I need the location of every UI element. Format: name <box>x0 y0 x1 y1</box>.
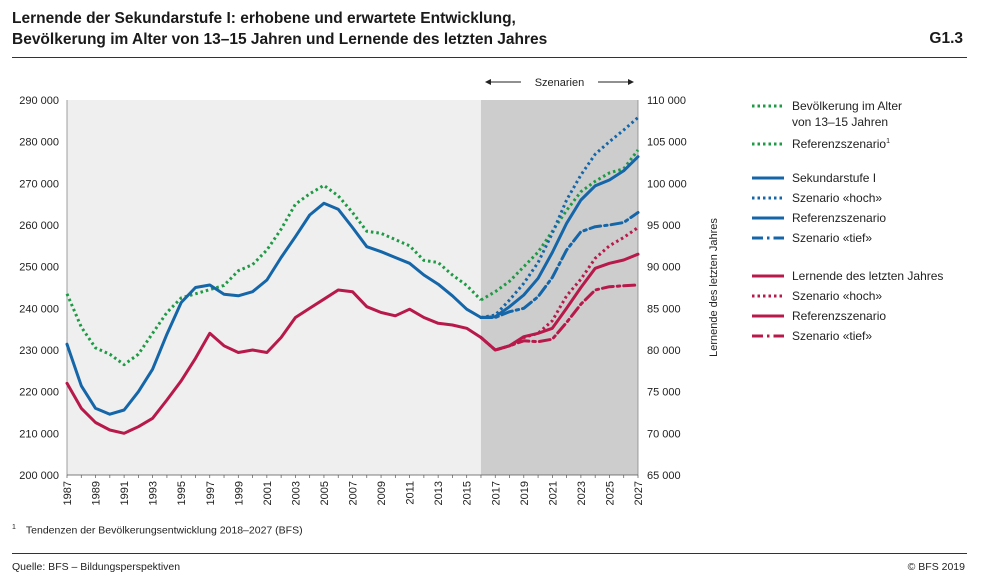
legend-label-lle: Szenario «tief» <box>792 329 872 343</box>
figure-code: G1.3 <box>929 30 963 47</box>
y-right-tick-label: 65 000 <box>647 470 681 482</box>
series-line-lle-9 <box>479 283 640 352</box>
y-right-tick-label: 80 000 <box>647 345 681 357</box>
top-divider <box>12 57 967 58</box>
chart-title-line-2: Bevölkerung im Alter von 13–15 Jahren un… <box>12 31 548 48</box>
legend-label-lle: Referenzszenario <box>792 309 886 323</box>
legend-label-pop: Bevölkerung im Alter von 13–15 Jahren <box>792 99 902 129</box>
y-left-tick-label: 230 000 <box>19 345 59 357</box>
y-right-tick-label: 90 000 <box>647 262 681 274</box>
x-tick-label: 1997 <box>205 481 217 505</box>
y-left-tick-label: 200 000 <box>19 470 59 482</box>
y-right-tick-label: 75 000 <box>647 387 681 399</box>
x-tick-label: 2007 <box>348 481 360 505</box>
x-tick-label: 2017 <box>490 481 502 505</box>
x-tick-label: 2015 <box>462 481 474 505</box>
y-right-tick-label: 105 000 <box>647 137 687 149</box>
x-tick-label: 2021 <box>547 481 559 505</box>
y-left-tick-label: 270 000 <box>19 178 59 190</box>
scenario-arrow-right-head <box>628 79 634 85</box>
x-tick-label: 2003 <box>290 481 302 505</box>
legend-label-sek: Referenzszenario <box>792 211 886 225</box>
series-line-sek-4 <box>479 155 640 319</box>
footnote: 1 Tendenzen der Bevölkerungsentwicklung 2… <box>12 524 303 537</box>
y-right-tick-label: 110 000 <box>647 95 686 107</box>
series-line-sek-2 <box>65 201 483 416</box>
series-line-pop-0 <box>65 183 483 367</box>
x-tick-label: 1991 <box>119 481 131 505</box>
y-left-tick-label: 210 000 <box>19 428 59 440</box>
y-right-tick-label: 100 000 <box>647 178 687 190</box>
x-tick-label: 2013 <box>433 481 445 505</box>
scenario-background <box>480 100 638 475</box>
x-tick-label: 2011 <box>405 481 417 505</box>
x-tick-label: 2027 <box>633 481 645 505</box>
legend-label-sek: Szenario «hoch» <box>792 191 882 205</box>
x-tick-label: 1993 <box>148 481 160 505</box>
x-tick-label: 2005 <box>319 481 331 505</box>
y-left-tick-label: 220 000 <box>19 387 59 399</box>
series-line-sek-3 <box>480 116 639 319</box>
copyright-note: © BFS 2019 <box>907 561 965 573</box>
y-right-tick-label: 70 000 <box>647 428 681 440</box>
series-line-lle-6 <box>65 288 483 435</box>
legend-label-sek: Szenario «tief» <box>792 231 872 245</box>
y-left-tick-label: 250 000 <box>19 262 59 274</box>
y-right-tick-label: 95 000 <box>647 220 681 232</box>
chart-title-line-1: Lernende der Sekundarstufe I: erhobene u… <box>12 10 516 27</box>
series-line-sek-5 <box>479 211 640 319</box>
x-tick-label: 2019 <box>519 481 531 505</box>
x-tick-label: 2025 <box>604 481 616 505</box>
footnote-text: Tendenzen der Bevölkerungsentwicklung 20… <box>25 524 303 537</box>
legend-label-pop: Referenzszenario1 <box>792 137 890 151</box>
x-tick-label: 2023 <box>576 481 588 505</box>
bottom-divider <box>12 553 967 554</box>
chart-title: Lernende der Sekundarstufe I: erhobene u… <box>12 8 547 50</box>
y-left-tick-label: 290 000 <box>19 95 59 107</box>
y-right-tick-label: 85 000 <box>647 303 681 315</box>
footnote-mark: 1 <box>12 524 16 531</box>
legend-label-lle: Lernende des letzten Jahres <box>792 269 943 283</box>
x-tick-label: 2009 <box>376 481 388 505</box>
x-tick-label: 1999 <box>233 481 245 505</box>
series-line-lle-7 <box>480 226 639 352</box>
x-tick-label: 2001 <box>262 481 274 505</box>
x-tick-label: 1987 <box>62 481 74 505</box>
x-tick-label: 1989 <box>91 481 103 505</box>
legend-label-lle: Szenario «hoch» <box>792 289 882 303</box>
y-left-tick-label: 240 000 <box>19 303 59 315</box>
legend-label-sek: Sekundarstufe I <box>792 171 876 185</box>
scenario-arrow-left-head <box>484 79 491 85</box>
scenario-label: Szenarien <box>535 77 585 89</box>
x-tick-label: 1995 <box>176 481 188 505</box>
y-right-axis-label: Lernende des letzten Jahres <box>708 218 720 357</box>
y-left-tick-label: 280 000 <box>19 137 59 149</box>
source-note: Quelle: BFS – Bildungsperspektiven <box>12 561 181 573</box>
y-left-tick-label: 260 000 <box>19 220 59 232</box>
